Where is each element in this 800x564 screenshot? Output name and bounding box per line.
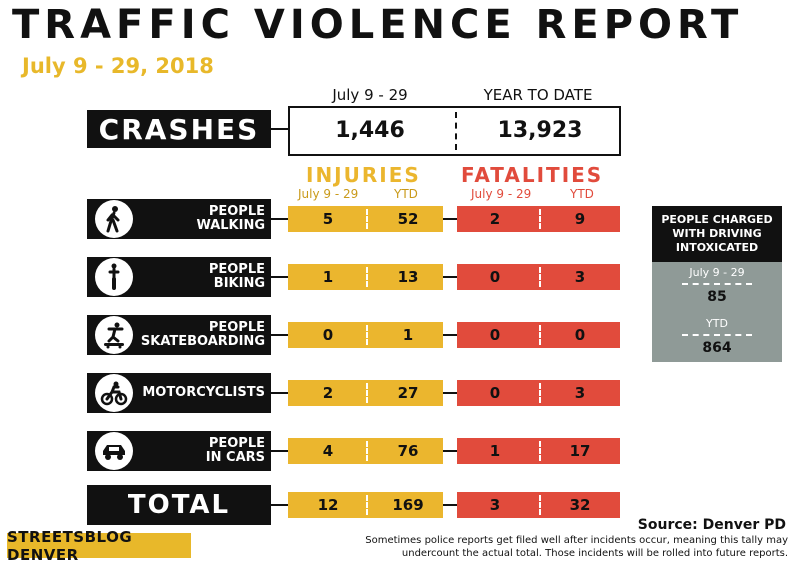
fatalities-ytd: 9 (574, 210, 586, 228)
fatalities-ytd: 17 (569, 442, 591, 460)
fatalities-bar: 3 32 (457, 492, 620, 518)
dui-heading-line3: INTOXICATED (675, 241, 759, 254)
row-label-line1: PEOPLE (208, 204, 265, 219)
fatalities-bar: 0 3 (457, 380, 620, 406)
row-label-line1: PEOPLE (208, 436, 265, 451)
row-label-line2: BIKING (213, 276, 265, 291)
dui-ytd-value: 864 (702, 340, 732, 356)
dui-ytd-label: YTD (706, 317, 728, 330)
fatalities-ytd: 3 (574, 268, 586, 286)
injuries-bar: 12 169 (288, 492, 443, 518)
row-label-biking: PEOPLE BIKING (87, 257, 271, 297)
fatalities-ytd: 32 (569, 496, 591, 514)
dui-period-value: 85 (707, 289, 727, 305)
injuries-ytd: 1 (402, 326, 414, 344)
fatalities-bar: 0 3 (457, 264, 620, 290)
injuries-ytd-sub: YTD (394, 187, 418, 201)
skateboarder-icon (95, 316, 133, 354)
dui-heading-line1: PEOPLE CHARGED (661, 213, 773, 226)
injuries-period: 4 (322, 442, 334, 460)
motorcycle-icon (95, 374, 133, 412)
injuries-ytd: 169 (392, 496, 424, 514)
dui-divider (682, 334, 752, 336)
injuries-period-sub: July 9 - 29 (298, 187, 359, 201)
row-label-line2: IN CARS (205, 450, 265, 465)
fatalities-period: 0 (489, 384, 501, 402)
row-skateboarding: PEOPLE SKATEBOARDING 0 1 0 0 (0, 315, 640, 355)
injuries-ytd: 13 (397, 268, 419, 286)
injuries-period: 5 (322, 210, 334, 228)
dui-heading: PEOPLE CHARGED WITH DRIVING INTOXICATED (652, 206, 782, 262)
row-label-motorcyclists: MOTORCYCLISTS (87, 373, 271, 413)
date-range: July 9 - 29, 2018 (22, 54, 214, 78)
fatalities-ytd: 0 (574, 326, 586, 344)
injuries-heading: INJURIES (306, 163, 421, 187)
fatalities-bar: 0 0 (457, 322, 620, 348)
pedestrian-icon (95, 200, 133, 238)
injuries-bar: 5 52 (288, 206, 443, 232)
dui-period-label: July 9 - 29 (689, 266, 745, 279)
fatalities-heading: FATALITIES (461, 163, 604, 187)
injuries-ytd: 52 (397, 210, 419, 228)
dui-panel: PEOPLE CHARGED WITH DRIVING INTOXICATED … (652, 206, 782, 362)
report-title: TRAFFIC VIOLENCE REPORT (12, 2, 744, 48)
injuries-ytd: 27 (397, 384, 419, 402)
injuries-bar: 2 27 (288, 380, 443, 406)
injuries-period: 2 (322, 384, 334, 402)
injuries-period: 1 (322, 268, 334, 286)
crashes-period-value: 1,446 (335, 118, 405, 143)
row-in-cars: PEOPLE IN CARS 4 76 1 17 (0, 431, 640, 471)
row-walking: PEOPLE WALKING 5 52 2 9 (0, 199, 640, 239)
injuries-period: 12 (317, 496, 339, 514)
row-label-line1: MOTORCYCLISTS (142, 385, 265, 400)
total-label: TOTAL (87, 485, 271, 525)
injuries-period: 0 (322, 326, 334, 344)
row-label-skateboarding: PEOPLE SKATEBOARDING (87, 315, 271, 355)
crashes-label: CRASHES (87, 110, 271, 148)
fatalities-period-sub: July 9 - 29 (471, 187, 532, 201)
injuries-ytd: 76 (397, 442, 419, 460)
row-motorcyclists: MOTORCYCLISTS 2 27 0 3 (0, 373, 640, 413)
row-total: 12 169 3 32 (0, 485, 640, 525)
fatalities-bar: 1 17 (457, 438, 620, 464)
fatalities-period: 3 (489, 496, 501, 514)
injuries-bar: 0 1 (288, 322, 443, 348)
cyclist-icon (95, 258, 133, 296)
streetsblog-logo: STREETSBLOG DENVER (7, 528, 191, 564)
crashes-ytd-value: 13,923 (497, 118, 583, 143)
crashes-ytd-label: YEAR TO DATE (483, 86, 593, 104)
fatalities-bar: 2 9 (457, 206, 620, 232)
footnote: Sometimes police reports get filed well … (365, 535, 788, 559)
fatalities-period: 0 (489, 326, 501, 344)
injuries-bar: 4 76 (288, 438, 443, 464)
row-label-line1: PEOPLE (208, 262, 265, 277)
row-label-line2: SKATEBOARDING (140, 334, 265, 349)
fatalities-ytd: 3 (574, 384, 586, 402)
fatalities-period: 1 (489, 442, 501, 460)
crashes-connector (270, 128, 290, 130)
row-label-in-cars: PEOPLE IN CARS (87, 431, 271, 471)
crashes-box: 1,446 13,923 (288, 106, 621, 156)
row-label-walking: PEOPLE WALKING (87, 199, 271, 239)
fatalities-ytd-sub: YTD (570, 187, 594, 201)
row-label-line1: PEOPLE (208, 320, 265, 335)
source-credit: Source: Denver PD (637, 517, 786, 533)
fatalities-period: 2 (489, 210, 501, 228)
car-icon (95, 432, 133, 470)
crashes-divider (455, 112, 457, 150)
dui-divider (682, 283, 752, 285)
row-biking: PEOPLE BIKING 1 13 0 3 (0, 257, 640, 297)
row-label-line2: WALKING (196, 218, 265, 233)
dui-heading-line2: WITH DRIVING (672, 227, 762, 240)
fatalities-period: 0 (489, 268, 501, 286)
injuries-bar: 1 13 (288, 264, 443, 290)
crashes-period-label: July 9 - 29 (332, 86, 408, 104)
